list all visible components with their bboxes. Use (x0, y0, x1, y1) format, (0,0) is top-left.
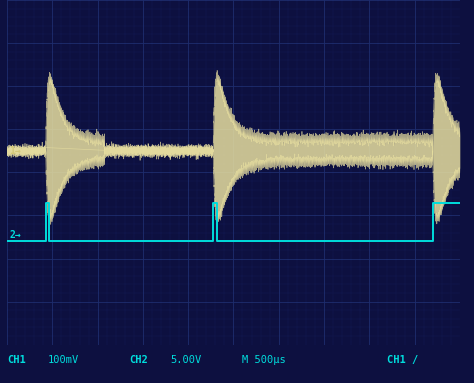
Text: 100mV: 100mV (48, 355, 79, 365)
Text: M 500μs: M 500μs (243, 355, 286, 365)
Text: 1→: 1→ (9, 146, 21, 156)
Text: CH1 /: CH1 / (387, 355, 419, 365)
Text: 2→: 2→ (9, 230, 21, 240)
Text: CH1: CH1 (7, 355, 26, 365)
Text: 5.00V: 5.00V (170, 355, 201, 365)
Text: CH2: CH2 (129, 355, 148, 365)
